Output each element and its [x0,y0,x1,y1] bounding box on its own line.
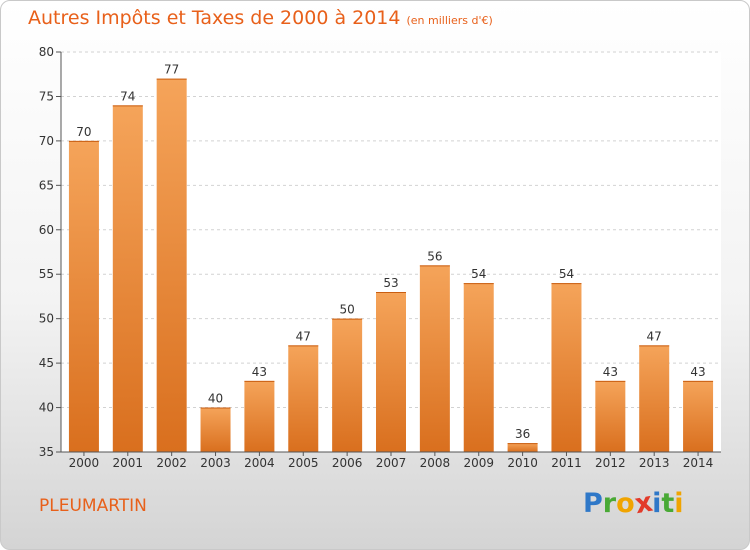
bar-2007 [376,292,406,452]
x-tick-label: 2008 [420,456,451,470]
data-label: 40 [208,392,223,406]
commune-name: PLEUMARTIN [39,496,147,516]
data-label: 36 [515,427,530,441]
y-tick-label: 80 [39,45,54,59]
x-tick-label: 2014 [683,456,714,470]
x-tick-label: 2007 [376,456,407,470]
x-tick-label: 2003 [200,456,231,470]
data-label: 53 [383,276,398,290]
logo-letter: i [674,488,684,519]
bar-2006 [332,318,363,452]
x-tick-label: 2012 [595,456,626,470]
chart-title: Autres Impôts et Taxes de 2000 à 2014 (en… [28,7,493,29]
title-unit: (en milliers d'€) [406,14,493,27]
y-tick-label: 45 [39,356,54,370]
data-label: 47 [296,329,311,343]
y-tick-label: 75 [39,89,54,103]
bar-2013 [639,345,670,452]
data-label: 43 [252,365,267,379]
y-tick-label: 60 [39,223,54,237]
data-label: 54 [559,267,574,281]
bar-2001 [112,105,143,452]
x-tick-label: 2006 [332,456,363,470]
x-tick-label: 2013 [639,456,670,470]
x-tick-label: 2010 [507,456,538,470]
data-label: 56 [427,249,442,263]
bar-2002 [156,78,187,453]
y-tick-label: 65 [39,178,54,192]
logo-letter: t [661,488,675,519]
data-label: 74 [120,89,135,103]
x-tick-label: 2004 [244,456,275,470]
y-tick-label: 40 [39,401,54,415]
y-tick-label: 55 [39,267,54,281]
bar-2011 [551,283,582,452]
proxiti-logo[interactable]: Proxiti [583,487,684,521]
x-tick-label: 2011 [551,456,582,470]
data-label: 54 [471,267,486,281]
x-tick-label: 2001 [113,456,144,470]
data-label: 43 [690,365,705,379]
title-main: Autres Impôts et Taxes de 2000 à 2014 [28,7,401,29]
y-tick-label: 70 [39,134,54,148]
logo-letter: i [652,488,662,519]
bar-2004 [244,380,275,452]
bar-2003 [200,407,231,452]
y-tick-label: 35 [39,445,54,459]
data-label: 77 [164,63,179,77]
data-label: 47 [647,329,662,343]
logo-letter: r [602,488,617,519]
bar-2008 [419,265,450,452]
data-label: 43 [603,365,618,379]
bar-2012 [595,380,626,452]
data-label: 50 [339,303,354,317]
data-label: 70 [76,125,91,139]
bar-2005 [288,345,319,452]
logo-letter: o [616,488,635,519]
x-tick-label: 2000 [69,456,100,470]
x-tick-label: 2005 [288,456,319,470]
y-tick-label: 50 [39,312,54,326]
bar-2009 [463,283,494,452]
x-tick-label: 2002 [156,456,187,470]
x-tick-label: 2009 [463,456,494,470]
bar-2014 [683,380,714,452]
bar-2000 [68,140,99,452]
logo-letter: P [583,488,603,519]
bar-2010 [507,443,538,452]
